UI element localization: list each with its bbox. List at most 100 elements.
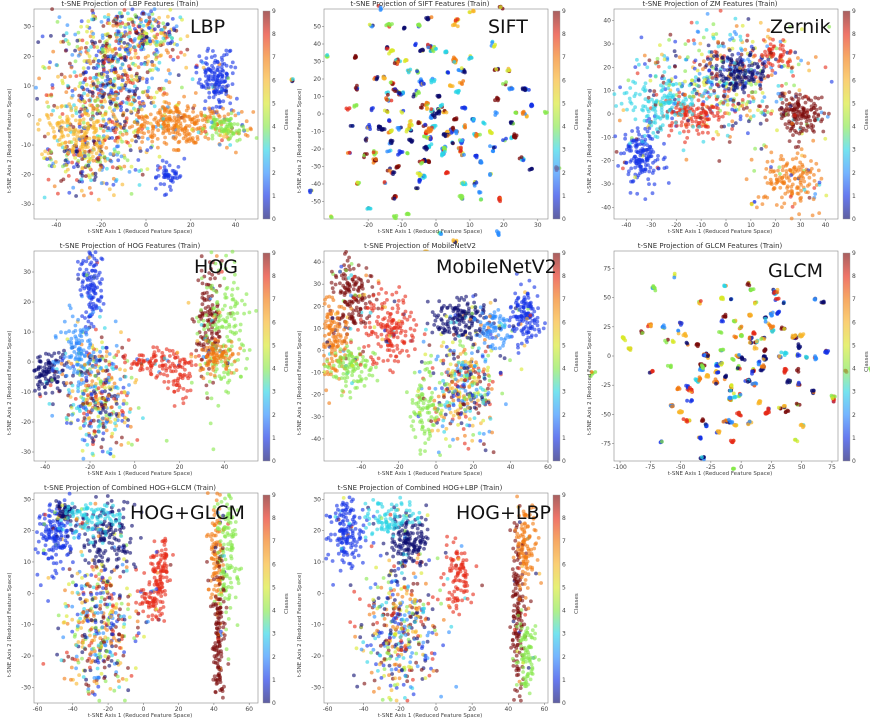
- data-point: [59, 72, 64, 77]
- data-point: [721, 60, 726, 65]
- data-point: [112, 381, 117, 386]
- data-point: [128, 28, 133, 32]
- data-point: [765, 159, 770, 164]
- data-point: [813, 111, 817, 115]
- data-point: [158, 112, 163, 116]
- data-point: [96, 386, 101, 391]
- data-point: [221, 99, 226, 104]
- data-point: [84, 259, 89, 264]
- data-point: [80, 284, 85, 289]
- data-point: [689, 20, 694, 25]
- data-point: [648, 120, 652, 124]
- data-point: [93, 429, 97, 434]
- data-point: [804, 128, 809, 133]
- x-axis-label: t-SNE Axis 1 (Reduced Feature Space): [87, 229, 193, 235]
- data-point: [740, 98, 745, 102]
- data-point: [119, 101, 124, 106]
- data-point: [691, 94, 695, 99]
- data-point: [211, 74, 216, 79]
- data-point: [821, 129, 826, 134]
- data-point: [149, 28, 154, 33]
- x-tick-label: -20: [671, 222, 681, 229]
- data-point: [763, 49, 767, 54]
- data-point: [112, 97, 117, 102]
- data-point: [648, 144, 653, 149]
- data-point: [390, 139, 395, 143]
- data-point: [117, 47, 122, 51]
- data-point: [151, 100, 156, 105]
- data-point: [673, 75, 678, 79]
- data-point: [714, 63, 719, 68]
- data-point: [85, 121, 90, 126]
- data-point: [773, 71, 778, 75]
- data-point: [367, 22, 372, 27]
- data-point: [745, 33, 750, 38]
- data-point: [681, 116, 686, 121]
- data-point: [643, 62, 647, 66]
- data-point: [133, 134, 138, 139]
- data-point: [116, 414, 121, 419]
- data-point: [135, 438, 140, 442]
- data-point: [812, 186, 817, 190]
- data-point: [397, 126, 401, 130]
- data-point: [228, 121, 233, 126]
- data-point: [136, 127, 141, 132]
- data-point: [90, 94, 95, 98]
- data-point: [78, 404, 83, 408]
- data-point: [169, 118, 174, 123]
- data-point: [711, 32, 716, 37]
- data-point: [353, 86, 358, 90]
- x-tick-label: 10: [466, 222, 474, 229]
- data-point: [696, 112, 701, 117]
- data-point: [133, 51, 138, 56]
- data-point: [114, 70, 118, 74]
- data-point: [477, 190, 482, 195]
- data-point: [166, 41, 170, 46]
- data-point: [642, 134, 647, 138]
- x-tick-label: -30: [646, 222, 656, 229]
- data-point: [673, 64, 677, 69]
- data-point: [402, 25, 406, 30]
- data-point: [131, 23, 136, 27]
- data-point: [89, 260, 94, 265]
- data-point: [137, 44, 142, 49]
- data-point: [371, 150, 376, 155]
- data-point: [202, 106, 207, 111]
- data-point: [756, 108, 760, 112]
- data-point: [203, 135, 208, 140]
- data-point: [745, 105, 749, 110]
- data-point: [143, 55, 148, 60]
- data-point: [190, 117, 195, 122]
- data-point: [109, 68, 114, 73]
- data-point: [749, 157, 754, 162]
- data-point: [214, 130, 219, 135]
- data-point: [176, 114, 181, 119]
- x-tick-label: -40: [622, 222, 632, 229]
- data-point: [164, 48, 169, 53]
- data-point: [228, 117, 233, 121]
- data-point: [787, 90, 792, 94]
- data-point: [721, 84, 726, 88]
- data-point: [145, 93, 150, 98]
- data-point: [144, 18, 149, 23]
- data-point: [629, 148, 634, 153]
- data-point: [168, 184, 172, 189]
- data-point: [653, 120, 658, 125]
- data-point: [796, 186, 801, 190]
- data-point: [95, 369, 100, 373]
- data-point: [80, 314, 84, 318]
- data-point: [74, 406, 79, 411]
- data-point: [645, 129, 650, 134]
- data-point: [94, 53, 99, 58]
- data-point: [799, 188, 803, 193]
- data-point: [129, 109, 133, 114]
- data-point: [65, 421, 69, 425]
- data-point: [827, 111, 831, 116]
- colorbar-tick-label: 4: [852, 124, 856, 131]
- data-point: [77, 124, 82, 129]
- colorbar: [262, 10, 271, 220]
- data-point: [406, 70, 411, 75]
- data-point: [104, 378, 109, 382]
- data-point: [395, 165, 400, 170]
- data-point: [633, 65, 638, 69]
